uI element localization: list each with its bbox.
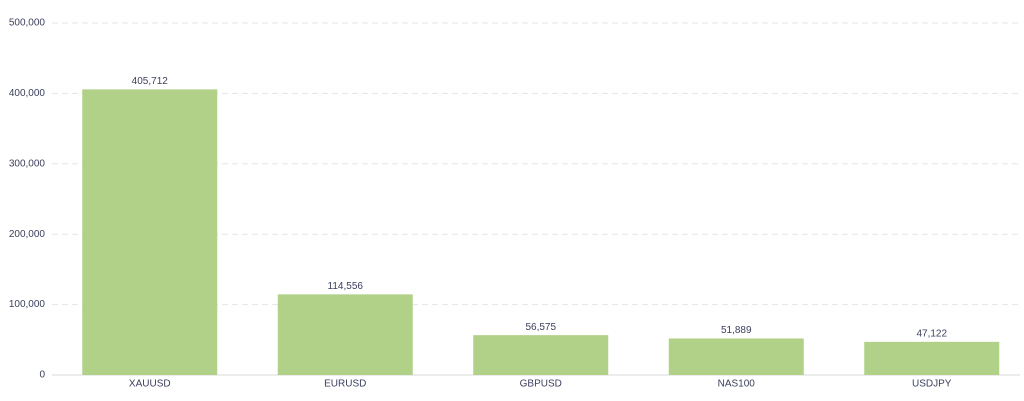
value-label: 405,712 (132, 76, 169, 87)
y-tick-label: 0 (39, 370, 45, 381)
bar (82, 89, 218, 375)
y-tick-label: 500,000 (9, 18, 46, 29)
value-label: 47,122 (916, 328, 947, 339)
x-tick-label: NAS100 (718, 379, 756, 390)
x-tick-label: EURUSD (324, 379, 366, 390)
bar (473, 335, 609, 375)
x-tick-label: XAUUSD (129, 379, 171, 390)
y-tick-label: 400,000 (9, 88, 46, 99)
value-label: 51,889 (721, 325, 752, 336)
bar (864, 341, 1000, 375)
value-label: 114,556 (328, 281, 364, 292)
y-tick-label: 300,000 (9, 158, 46, 169)
bar (668, 338, 804, 375)
bar (277, 294, 413, 375)
value-label: 56,575 (525, 322, 556, 333)
x-tick-label: USDJPY (912, 379, 952, 390)
y-tick-label: 100,000 (9, 299, 46, 310)
x-tick-label: GBPUSD (520, 379, 562, 390)
y-tick-label: 200,000 (9, 229, 46, 240)
